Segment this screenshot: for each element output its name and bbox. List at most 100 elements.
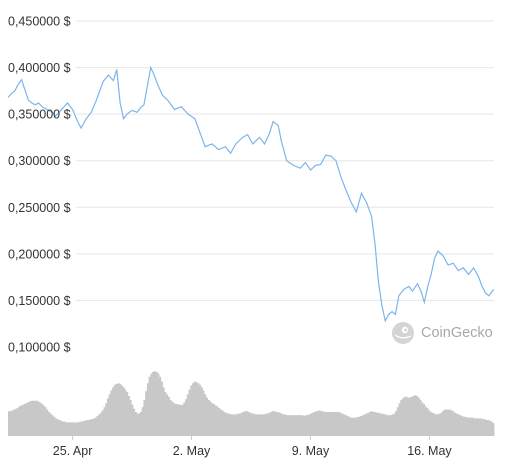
volume-bar: [122, 387, 125, 436]
volume-bar: [191, 383, 195, 436]
volume-bar: [278, 412, 281, 436]
volume-bar: [320, 411, 323, 436]
gecko-logo-pupil: [404, 328, 407, 332]
volume-bar: [257, 414, 261, 436]
volume-bar: [476, 418, 479, 436]
volume-bar: [355, 417, 358, 436]
volume-bar: [75, 422, 78, 436]
volume-bar: [183, 402, 186, 436]
volume-bar: [375, 412, 379, 436]
volume-bar: [94, 417, 97, 436]
volume-bar: [270, 412, 273, 436]
volume-bar: [77, 422, 80, 436]
volume-bar: [365, 413, 368, 436]
volume-bar: [492, 423, 495, 436]
volume-bar: [172, 403, 176, 436]
volume-bar: [346, 416, 349, 436]
volume-bar: [98, 414, 101, 436]
volume-bar: [488, 420, 491, 436]
volume-bar: [388, 415, 391, 436]
volume-bar: [299, 415, 302, 436]
volume-bar: [188, 389, 191, 436]
volume-bar: [356, 416, 360, 436]
volume-bar: [235, 414, 238, 436]
volume-bar: [218, 408, 221, 436]
volume-bar: [157, 373, 160, 436]
volume-bar: [120, 385, 123, 436]
volume-bar: [40, 404, 44, 436]
volume-bar: [294, 415, 297, 436]
volume-bar: [212, 404, 215, 436]
volume-bar: [37, 401, 40, 436]
volume-bar: [261, 414, 264, 436]
volume-bar: [179, 404, 182, 436]
volume-bar: [240, 412, 243, 436]
volume-bar: [14, 408, 18, 436]
volume-bar: [61, 421, 64, 436]
volume-bar: [89, 419, 92, 436]
volume-bar: [292, 415, 295, 436]
y-tick-label: 0,450000 $: [8, 15, 71, 29]
volume-bar: [233, 414, 236, 436]
volume-bar: [412, 396, 415, 436]
volume-bar: [143, 400, 146, 436]
volume-bar: [178, 404, 181, 436]
volume-bar: [283, 414, 287, 436]
volume-bar: [160, 381, 163, 436]
volume-bar: [426, 408, 429, 436]
volume-bar: [358, 416, 361, 436]
volume-bar: [60, 420, 63, 436]
volume-bar: [216, 406, 219, 436]
volume-bar: [126, 392, 129, 436]
volume-bar: [417, 397, 420, 436]
volume-bar: [421, 402, 424, 436]
volume-bar: [79, 421, 82, 436]
volume-bar: [342, 414, 346, 436]
volume-bar: [313, 412, 316, 436]
volume-bar: [46, 409, 49, 436]
volume-bar: [112, 387, 115, 436]
volume-bar: [487, 420, 490, 436]
volume-bar: [381, 413, 384, 436]
volume-bar: [93, 418, 96, 436]
volume-bar: [485, 420, 488, 436]
volume-bar: [65, 422, 68, 436]
volume-bar: [221, 410, 224, 436]
volume-bar: [105, 403, 108, 436]
volume-bar: [329, 412, 332, 436]
volume-bar: [290, 415, 294, 436]
y-tick-label: 0,400000 $: [8, 61, 71, 75]
volume-bar: [204, 394, 207, 436]
gecko-logo-icon: [392, 322, 414, 344]
volume-bar: [108, 394, 111, 436]
volume-bar: [134, 412, 137, 436]
y-tick-label: 0,200000 $: [8, 247, 71, 261]
volume-bar: [431, 412, 434, 436]
volume-bar: [159, 376, 162, 436]
volume-bar: [457, 414, 460, 436]
volume-bar: [99, 412, 103, 436]
volume-bar: [27, 402, 30, 436]
volume-bar: [372, 412, 375, 436]
volume-bar: [254, 414, 257, 436]
volume-bar: [164, 392, 167, 436]
volume-bar: [131, 404, 134, 436]
volume-bar: [91, 419, 94, 436]
volume-bar: [68, 422, 71, 436]
volume-bar: [219, 409, 222, 436]
volume-bar: [454, 412, 457, 436]
volume-bar: [303, 416, 306, 436]
volume-bar: [379, 413, 382, 436]
volume-bar: [464, 416, 467, 436]
volume-bar: [96, 416, 99, 436]
volume-bar: [244, 411, 247, 436]
volume-bar: [207, 400, 210, 436]
volume-bar: [405, 396, 408, 436]
volume-bar: [386, 415, 389, 436]
volume-bar: [478, 418, 481, 436]
volume-bar: [226, 413, 229, 436]
volume-bar: [447, 409, 450, 436]
volume-bar: [47, 412, 51, 436]
volume-bar: [351, 417, 354, 436]
